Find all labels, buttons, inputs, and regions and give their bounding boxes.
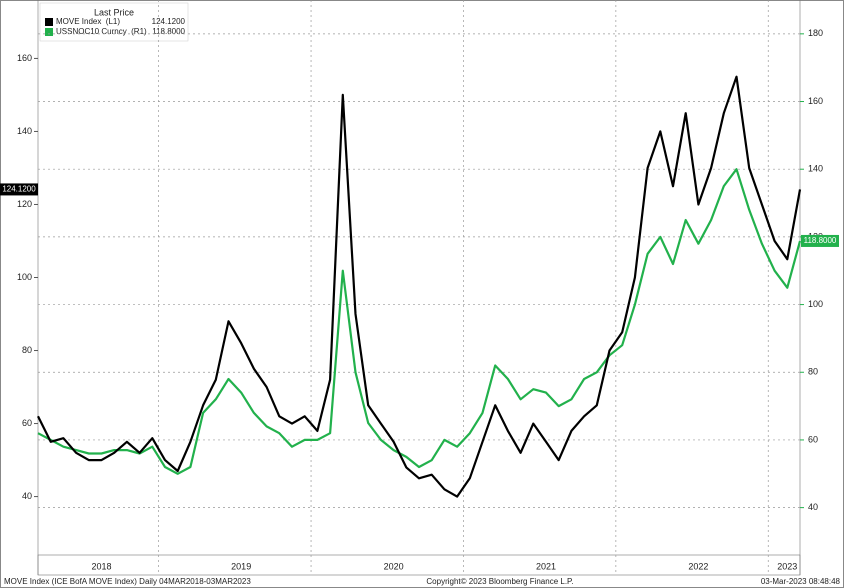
legend-swatch [45,28,53,36]
x-tick-label: 2021 [536,561,556,571]
footer-center: Copyright© 2023 Bloomberg Finance L.P. [426,577,573,586]
footer-right: 03-Mar-2023 08:48:48 [761,577,841,586]
legend: Last Price MOVE Index (L1) 124.1200 USSNOC… [39,2,189,42]
legend-value: 118.8000 [152,27,185,36]
series-line [37,75,802,498]
footer-left: MOVE Index (ICE BofA MOVE Index) Daily 0… [4,577,251,586]
x-tick-label: 2022 [688,561,708,571]
legend-box [39,2,189,42]
x-tick-label: 2018 [91,561,111,571]
y2-tick-label: 80 [808,367,818,377]
x-tick-label: 2019 [231,561,251,571]
last-price-tag [801,234,839,247]
y-tick-label: 100 [17,272,32,282]
legend-label: USSNOC10 Curncy (R1) [56,27,147,36]
y-tick-label: 80 [22,345,32,355]
series-line [37,168,802,475]
y2-tick-label: 40 [808,502,818,512]
x-axis-band [37,554,801,576]
x-tick-label: 2020 [384,561,404,571]
y-tick-label: 40 [22,491,32,501]
y2-tick-label: 60 [808,434,818,444]
y2-tick-label: 140 [808,164,823,174]
legend-swatch [45,18,53,26]
y-tick-label: 60 [22,418,32,428]
x-tick-label: 2023 [777,561,797,571]
y2-tick-label: 100 [808,299,823,309]
last-price-label: 118.8000 [804,236,837,245]
legend-title: Last Price [94,7,134,17]
legend-value: 124.1200 [152,17,186,26]
y-tick-label: 140 [17,126,32,136]
y-tick-label: 160 [17,53,32,63]
y-tick-label: 120 [17,199,32,209]
y2-tick-label: 180 [808,28,823,38]
last-price-label: 124.1200 [2,185,36,194]
last-price-tag [0,183,38,196]
legend-label: MOVE Index (L1) [56,17,120,26]
y2-tick-label: 160 [808,96,823,106]
